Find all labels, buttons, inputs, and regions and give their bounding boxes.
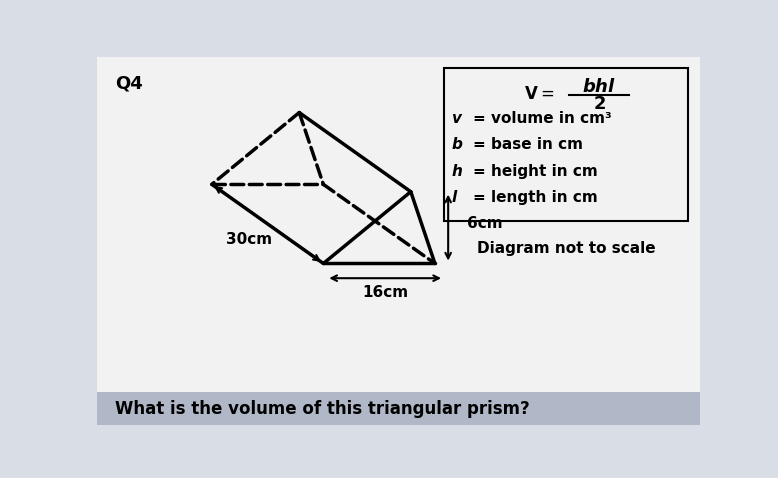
Text: $\mathbf{V} =$: $\mathbf{V} =$: [524, 85, 554, 103]
Text: Diagram not to scale: Diagram not to scale: [477, 241, 655, 256]
Text: 16cm: 16cm: [362, 285, 408, 300]
Text: 30cm: 30cm: [226, 232, 272, 247]
Text: Q4: Q4: [115, 74, 143, 92]
Text: b: b: [451, 137, 462, 152]
Text: $\mathbf{2}$: $\mathbf{2}$: [593, 96, 605, 113]
Text: = volume in cm³: = volume in cm³: [473, 110, 612, 126]
Bar: [97, 392, 700, 425]
Text: $\bfit{bhl}$: $\bfit{bhl}$: [582, 78, 616, 96]
Text: = height in cm: = height in cm: [473, 163, 598, 179]
Text: = base in cm: = base in cm: [473, 137, 583, 152]
Text: 6cm: 6cm: [468, 217, 503, 231]
Text: l: l: [451, 190, 457, 205]
Text: v: v: [451, 110, 461, 126]
Text: = length in cm: = length in cm: [473, 190, 598, 205]
Bar: [444, 68, 689, 221]
Text: h: h: [451, 163, 462, 179]
Text: What is the volume of this triangular prism?: What is the volume of this triangular pr…: [115, 400, 530, 418]
